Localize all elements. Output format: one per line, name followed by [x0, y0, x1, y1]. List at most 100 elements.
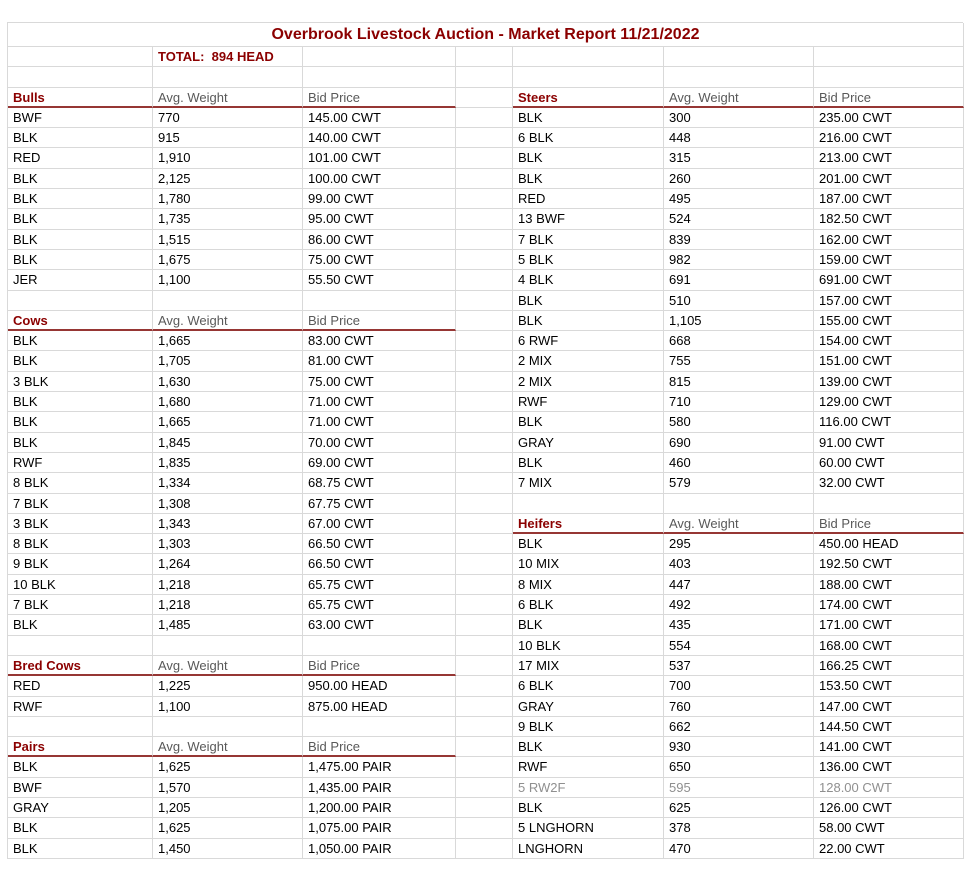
animal-desc-cell: LNGHORN: [513, 838, 664, 859]
animal-desc-cell: 2 MIX: [513, 351, 664, 372]
bid-price-cell: 201.00 CWT: [814, 168, 964, 190]
animal-desc-cell: BLK: [8, 209, 153, 230]
animal-desc-cell: RWF: [8, 452, 153, 474]
column-header-price: Bid Price: [303, 310, 456, 332]
animal-desc-cell: BLK: [8, 392, 153, 413]
spacer-cell: [456, 574, 513, 596]
animal-desc-cell: 6 RWF: [513, 331, 664, 352]
avg-weight-cell: 760: [664, 696, 814, 717]
bid-price-cell: 216.00 CWT: [814, 128, 964, 149]
bid-price-cell: 192.50 CWT: [814, 554, 964, 575]
spacer-cell: [456, 757, 513, 778]
bid-price-cell: 213.00 CWT: [814, 148, 964, 169]
animal-desc-cell: 13 BWF: [513, 209, 664, 230]
spacer-cell: [456, 168, 513, 190]
avg-weight-cell: 1,625: [153, 818, 303, 839]
animal-desc-cell: 9 BLK: [513, 716, 664, 738]
avg-weight-cell: 403: [664, 554, 814, 575]
bid-price-cell: 95.00 CWT: [303, 209, 456, 230]
column-header-weight: Avg. Weight: [153, 737, 303, 758]
column-header-weight: Avg. Weight: [153, 87, 303, 108]
bid-price-cell: 139.00 CWT: [814, 371, 964, 393]
avg-weight-cell: 755: [664, 351, 814, 372]
bid-price-cell: 1,200.00 PAIR: [303, 797, 456, 819]
bid-price-cell: 950.00 HEAD: [303, 676, 456, 697]
spacer-cell: [456, 128, 513, 149]
animal-desc-cell: 5 BLK: [513, 249, 664, 271]
avg-weight-cell: 1,105: [664, 310, 814, 332]
animal-desc-cell: BLK: [8, 249, 153, 271]
market-report-table: Overbrook Livestock Auction - Market Rep…: [7, 22, 964, 859]
avg-weight-cell: 447: [664, 574, 814, 596]
bid-price-cell: 65.75 CWT: [303, 595, 456, 616]
avg-weight-cell: 1,680: [153, 392, 303, 413]
avg-weight-cell: 492: [664, 595, 814, 616]
bid-price-cell: 140.00 CWT: [303, 128, 456, 149]
bid-price-cell: 67.00 CWT: [303, 513, 456, 535]
animal-desc-cell: 6 BLK: [513, 128, 664, 149]
avg-weight-cell: 448: [664, 128, 814, 149]
animal-desc-cell: 7 BLK: [8, 595, 153, 616]
animal-desc-cell: 8 BLK: [8, 473, 153, 494]
bid-price-cell: 75.00 CWT: [303, 249, 456, 271]
bid-price-cell: 174.00 CWT: [814, 595, 964, 616]
avg-weight-cell: 982: [664, 249, 814, 271]
spacer-cell: [456, 392, 513, 413]
animal-desc-cell: RED: [8, 148, 153, 169]
spacer-cell: [456, 229, 513, 250]
empty-cell: [8, 716, 153, 738]
column-header-weight: Avg. Weight: [153, 310, 303, 332]
bid-price-cell: 147.00 CWT: [814, 696, 964, 717]
spacer-cell: [456, 595, 513, 616]
empty-cell: [8, 290, 153, 311]
empty-cell: [8, 635, 153, 656]
animal-desc-cell: BLK: [513, 412, 664, 433]
avg-weight-cell: 690: [664, 432, 814, 453]
animal-desc-cell: 5 RW2F: [513, 777, 664, 798]
avg-weight-cell: 710: [664, 392, 814, 413]
empty-cell: [303, 635, 456, 656]
bid-price-cell: 136.00 CWT: [814, 757, 964, 778]
animal-desc-cell: 17 MIX: [513, 655, 664, 677]
animal-desc-cell: BLK: [513, 107, 664, 129]
bid-price-cell: 116.00 CWT: [814, 412, 964, 433]
spacer-cell: [456, 87, 513, 108]
spacer-cell: [456, 351, 513, 372]
spacer-cell: [456, 148, 513, 169]
animal-desc-cell: 10 BLK: [513, 635, 664, 656]
spacer-cell: [456, 635, 513, 656]
bid-price-cell: 1,075.00 PAIR: [303, 818, 456, 839]
empty-cell: [664, 67, 814, 88]
empty-cell: [303, 716, 456, 738]
avg-weight-cell: 1,485: [153, 615, 303, 636]
bid-price-cell: 151.00 CWT: [814, 351, 964, 372]
bid-price-cell: 100.00 CWT: [303, 168, 456, 190]
avg-weight-cell: 460: [664, 452, 814, 474]
avg-weight-cell: 510: [664, 290, 814, 311]
spacer-cell: [456, 838, 513, 859]
avg-weight-cell: 1,665: [153, 331, 303, 352]
bid-price-cell: 66.50 CWT: [303, 554, 456, 575]
bid-price-cell: 154.00 CWT: [814, 331, 964, 352]
section-header-label: Cows: [8, 310, 153, 332]
avg-weight-cell: 595: [664, 777, 814, 798]
avg-weight-cell: 1,334: [153, 473, 303, 494]
animal-desc-cell: 3 BLK: [8, 371, 153, 393]
avg-weight-cell: 1,218: [153, 595, 303, 616]
bid-price-cell: 71.00 CWT: [303, 392, 456, 413]
animal-desc-cell: 2 MIX: [513, 371, 664, 393]
animal-desc-cell: RWF: [513, 757, 664, 778]
spacer-cell: [456, 189, 513, 210]
spacer-cell: [456, 107, 513, 129]
animal-desc-cell: BLK: [8, 615, 153, 636]
bid-price-cell: 875.00 HEAD: [303, 696, 456, 717]
animal-desc-cell: BLK: [513, 310, 664, 332]
spacer-cell: [456, 452, 513, 474]
column-header-weight: Avg. Weight: [664, 513, 814, 535]
animal-desc-cell: 6 BLK: [513, 676, 664, 697]
spacer-cell: [456, 249, 513, 271]
section-header-label: Bulls: [8, 87, 153, 108]
avg-weight-cell: 580: [664, 412, 814, 433]
empty-cell: [153, 290, 303, 311]
bid-price-cell: 99.00 CWT: [303, 189, 456, 210]
